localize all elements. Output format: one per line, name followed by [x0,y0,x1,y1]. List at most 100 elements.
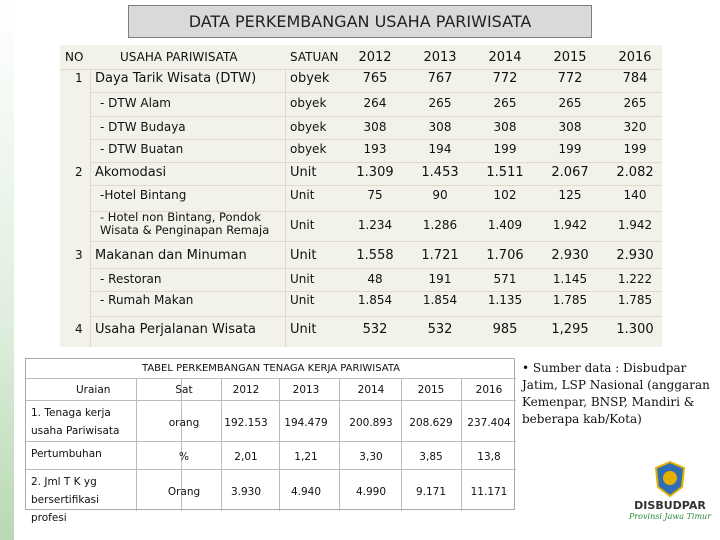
cell: 194.479 [284,416,328,429]
cell: Unit [290,165,317,180]
cell: 985 [492,322,518,337]
notes: • Sumber data : Disbudpar Jatim, LSP Nas… [522,361,710,426]
cell: 784 [622,71,648,86]
header-cell: 2016 [618,50,652,65]
cell: 532 [362,322,388,337]
cell: - Restoran [100,272,162,286]
cell: Usaha Perjalanan Wisata [95,322,257,337]
cell: 1.785 [617,293,653,307]
cell: 2. Jml T K yg bersertifikasi profesi [31,476,100,524]
cell: 90 [432,188,448,202]
cell: 140 [623,188,647,202]
row-line [90,184,662,186]
cell: 1.558 [356,248,394,263]
cell: 1.409 [487,218,523,232]
header-cell: 2013 [292,384,320,396]
cell: 2.930 [551,248,589,263]
cell: 2.067 [551,165,589,180]
cell: 1 [75,71,83,85]
cell: Unit [290,248,317,263]
cell: 765 [362,71,388,86]
notes-text: Sumber data : Disbudpar Jatim, LSP Nasio… [522,361,710,426]
cell: 772 [492,71,518,86]
header-cell: 2013 [423,50,457,65]
column-line [181,378,182,511]
cell: Daya Tarik Wisata (DTW) [95,71,257,86]
cell: 571 [493,272,517,286]
cell: 192.153 [224,416,268,429]
cell: 11.171 [470,486,508,498]
cell: 3.930 [230,486,262,498]
cell: 3 [75,248,83,262]
table-title: TABEL PERKEMBANGAN TENAGA KERJA PARIWISA… [141,363,401,374]
logo-emblem [654,460,686,498]
row-line [26,469,516,470]
cell: orang [168,416,200,429]
labor-table: TABEL PERKEMBANGAN TENAGA KERJA PARIWISA… [25,358,516,524]
cell: Unit [290,272,315,286]
column-line [279,378,280,511]
logo-subtitle: Provinsi Jawa Timur [628,512,712,521]
cell: 3,30 [359,451,383,463]
row-line [90,241,662,242]
row-line [90,139,662,140]
row-line [26,441,516,442]
header-cell: 2012 [358,50,392,65]
cell: obyek [290,71,330,86]
cell: 1.854 [422,293,458,307]
cell: 75 [367,188,383,202]
column-line [339,378,340,511]
cell: 9.171 [415,486,447,498]
cell: 320 [623,120,647,134]
cell: 2.082 [616,165,654,180]
cell: % [179,451,189,463]
cell: obyek [290,96,327,110]
cell: 199 [493,142,517,156]
row-line [26,400,516,401]
column-line [285,69,286,347]
logo: DISBUDPAR Provinsi Jawa Timur [620,455,720,540]
cell: 102 [493,188,517,202]
cell: 1.234 [357,218,393,232]
cell: 308 [493,120,517,134]
header-cell: 2016 [475,384,503,396]
cell: 1.706 [486,248,524,263]
cell: - DTW Budaya [100,120,186,134]
cell: 308 [558,120,582,134]
cell: 308 [428,120,452,134]
cell: 1.453 [421,165,459,180]
decor-strip [0,0,14,540]
cell: 308 [363,120,387,134]
header-cell: Uraian [76,384,111,396]
cell: obyek [290,120,327,134]
row-line [26,378,516,379]
cell: Akomodasi [95,165,167,180]
cell: Unit [290,293,315,307]
cell: 772 [557,71,583,86]
row-line [90,268,662,269]
header-cell: NO [65,50,84,64]
cell: Unit [290,218,315,232]
cell: 1.135 [487,293,523,307]
cell: 1.942 [617,218,653,232]
column-line [401,378,402,511]
cell: 191 [428,272,452,286]
cell: - DTW Alam [100,96,171,110]
header-cell: SATUAN [290,50,339,64]
main-table: NO USAHA PARIWISATA SATUAN 2012 2013 2014 2015… [60,45,662,347]
cell: 125 [558,188,582,202]
cell: 265 [428,96,452,110]
cell: 265 [493,96,517,110]
cell: 1.300 [616,322,654,337]
header-cell: USAHA PARIWISATA [120,50,238,64]
cell: 4.990 [355,486,387,498]
cell: -Hotel Bintang [100,188,187,202]
column-line [221,378,222,511]
cell: 194 [428,142,452,156]
cell: Pertumbuhan [31,448,102,460]
cell: 2.930 [616,248,654,263]
cell: 199 [623,142,647,156]
cell: 48 [367,272,383,286]
row-line [60,69,662,70]
